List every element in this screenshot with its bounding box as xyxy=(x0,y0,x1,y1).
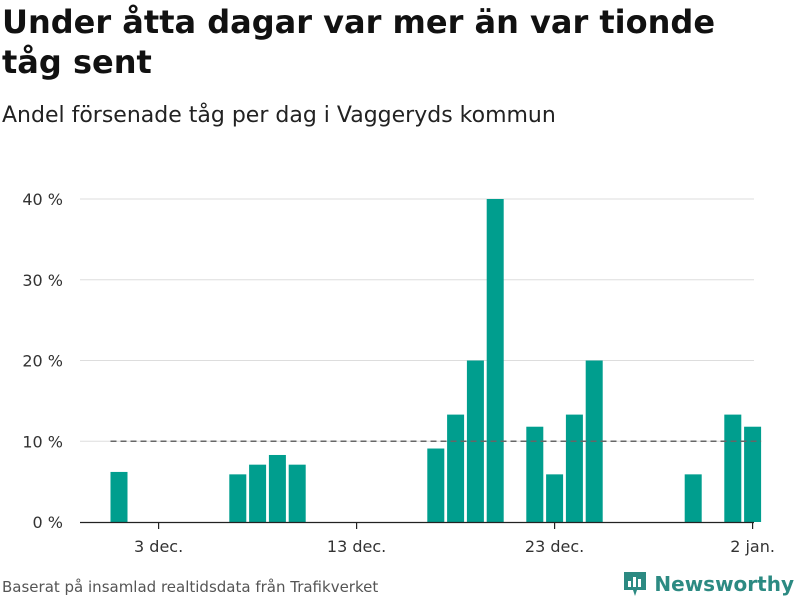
bar xyxy=(288,464,306,522)
bar xyxy=(249,464,267,522)
chart-subtitle: Andel försenade tåg per dag i Vaggeryds … xyxy=(2,103,556,128)
brand-logo[interactable]: Newsworthy xyxy=(622,570,794,598)
bar xyxy=(427,448,445,522)
x-tick-label: 13 dec. xyxy=(327,537,386,556)
y-tick-label: 30 % xyxy=(22,271,63,290)
x-tick-label: 23 dec. xyxy=(525,537,584,556)
bar xyxy=(229,474,247,522)
y-tick-label: 10 % xyxy=(22,432,63,451)
newsworthy-logo-icon xyxy=(624,572,647,596)
source-note: Baserat på insamlad realtidsdata från Tr… xyxy=(2,578,379,596)
bar xyxy=(486,199,504,522)
brand-name: Newsworthy xyxy=(654,572,794,596)
chart-title: Under åtta dagar var mer än var tionde t… xyxy=(2,3,716,81)
bar xyxy=(724,414,742,522)
grid-lines xyxy=(80,198,754,442)
bar xyxy=(744,426,762,522)
y-tick-label: 0 % xyxy=(33,513,63,532)
bar xyxy=(526,426,544,522)
x-axis-ticks: 3 dec. 13 dec. 23 dec. 2 jan. xyxy=(134,522,775,556)
bar xyxy=(447,414,465,522)
y-tick-label: 20 % xyxy=(22,352,63,371)
bar xyxy=(546,474,564,522)
bar xyxy=(110,471,128,522)
y-axis-ticks: 0 % 10 % 20 % 30 % 40 % xyxy=(22,190,63,532)
bars xyxy=(110,199,762,522)
bar-chart: 0 % 10 % 20 % 30 % 40 % 3 dec. 13 dec. 23 dec.… xyxy=(22,190,775,556)
x-tick-label: 3 dec. xyxy=(134,537,183,556)
bar xyxy=(268,454,286,522)
x-tick-label: 2 jan. xyxy=(730,537,775,556)
bar xyxy=(565,414,583,522)
y-tick-label: 40 % xyxy=(22,190,63,209)
bar xyxy=(684,474,702,522)
